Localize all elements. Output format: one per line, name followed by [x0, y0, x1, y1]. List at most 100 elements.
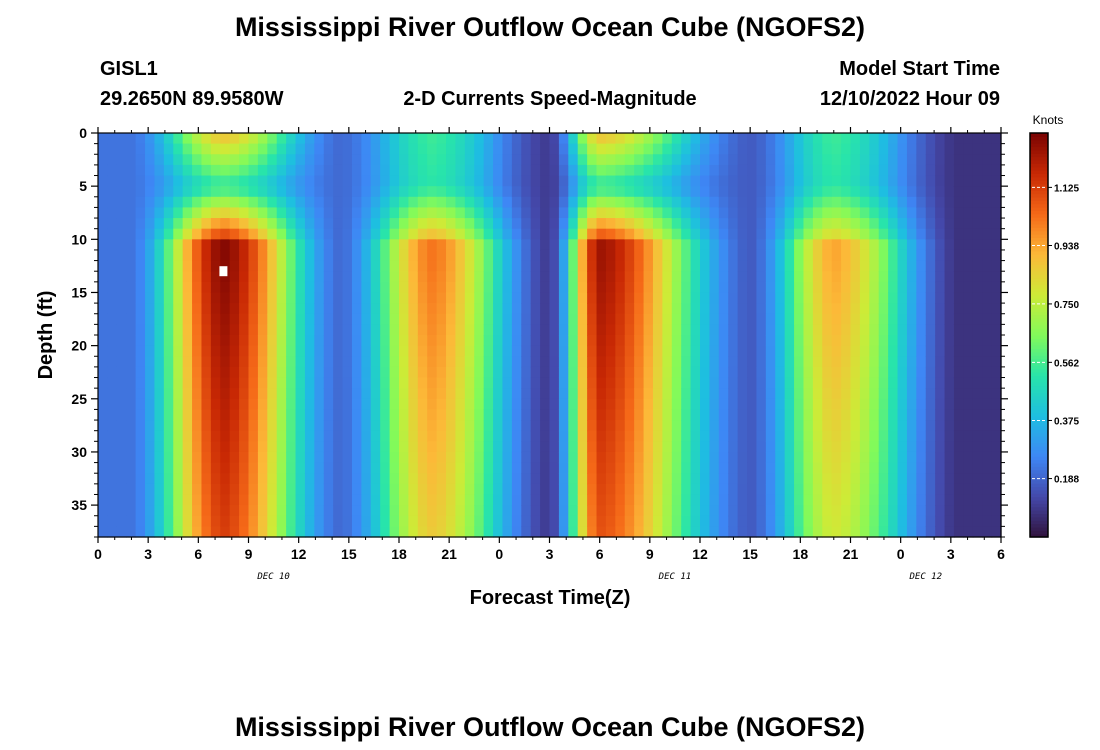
heatmap-cell	[173, 196, 184, 209]
heatmap-cell	[333, 388, 344, 400]
heatmap-cell	[662, 313, 673, 325]
x-tick-label: 0	[94, 546, 102, 562]
colorbar-segment	[1030, 462, 1048, 467]
heatmap-cell	[925, 398, 936, 411]
heatmap-cell	[681, 441, 692, 453]
heatmap-cell	[775, 324, 786, 336]
heatmap-cell	[803, 218, 814, 230]
heatmap-cell	[436, 451, 447, 464]
heatmap-cell	[944, 260, 955, 272]
heatmap-cell	[295, 345, 306, 357]
heatmap-cell	[502, 313, 513, 325]
heatmap-cell	[493, 526, 504, 538]
heatmap-cell	[615, 186, 626, 198]
heatmap-cell	[859, 441, 870, 453]
heatmap-cell	[107, 526, 118, 538]
heatmap-cell	[784, 473, 795, 485]
colorbar-segment	[1030, 136, 1048, 141]
heatmap-cell	[841, 164, 852, 177]
model-start-label: Model Start Time	[839, 58, 1000, 80]
heatmap-cell	[239, 526, 250, 538]
heatmap-cell	[662, 451, 673, 464]
heatmap-cell	[897, 260, 908, 272]
heatmap-cell	[681, 377, 692, 389]
heatmap-cell	[634, 345, 645, 357]
heatmap-cell	[229, 377, 240, 389]
heatmap-cell	[784, 143, 795, 155]
heatmap-cell	[239, 505, 250, 517]
heatmap-cell	[502, 292, 513, 304]
colorbar-segment	[1030, 459, 1048, 464]
heatmap-cell	[944, 494, 955, 506]
heatmap-cell	[652, 303, 663, 315]
colorbar-segment	[1030, 449, 1048, 454]
heatmap-cell	[173, 420, 184, 432]
heatmap-cell	[493, 239, 504, 251]
heatmap-cell	[615, 239, 626, 251]
heatmap-cell	[417, 420, 428, 432]
heatmap-cell	[671, 473, 682, 485]
heatmap-cell	[690, 515, 701, 527]
heatmap-cell	[747, 526, 758, 538]
heatmap-cell	[568, 494, 579, 506]
heatmap-cell	[831, 228, 842, 240]
heatmap-cell	[173, 154, 184, 166]
heatmap-cell	[737, 398, 748, 411]
heatmap-cell	[173, 462, 184, 474]
heatmap-cell	[906, 218, 917, 230]
heatmap-cell	[361, 430, 372, 442]
heatmap-cell	[982, 505, 993, 517]
heatmap-cell	[126, 133, 137, 145]
heatmap-cell	[718, 377, 729, 389]
heatmap-cell	[652, 430, 663, 442]
heatmap-cell	[239, 345, 250, 357]
colorbar-segment	[1030, 314, 1048, 319]
heatmap-cell	[361, 377, 372, 389]
heatmap-cell	[126, 292, 137, 304]
heatmap-cell	[784, 133, 795, 145]
heatmap-cell	[991, 218, 1002, 230]
heatmap-cell	[747, 420, 758, 432]
heatmap-cell	[897, 505, 908, 517]
heatmap-cell	[869, 292, 880, 304]
heatmap-cell	[549, 324, 560, 336]
heatmap-cell	[314, 207, 325, 219]
heatmap-cell	[220, 409, 231, 421]
heatmap-cell	[681, 207, 692, 219]
heatmap-cell	[568, 143, 579, 155]
heatmap-cell	[276, 292, 287, 304]
heatmap-cell	[323, 186, 334, 198]
heatmap-cell	[192, 324, 203, 336]
heatmap-cell	[831, 292, 842, 304]
heatmap-cell	[408, 409, 419, 421]
heatmap-cell	[304, 494, 315, 506]
heatmap-cell	[953, 388, 964, 400]
heatmap-cell	[464, 366, 475, 379]
heatmap-cell	[455, 186, 466, 198]
heatmap-cell	[267, 494, 278, 506]
heatmap-cell	[389, 409, 400, 421]
heatmap-cell	[859, 345, 870, 357]
heatmap-cell	[568, 133, 579, 145]
heatmap-cell	[615, 154, 626, 166]
heatmap-cell	[700, 356, 711, 368]
heatmap-cell	[822, 377, 833, 389]
heatmap-cell	[201, 388, 212, 400]
heatmap-cell	[464, 473, 475, 485]
heatmap-cell	[577, 462, 588, 474]
colorbar-segment	[1030, 533, 1048, 538]
colorbar-segment	[1030, 526, 1048, 531]
heatmap-cell	[370, 451, 381, 464]
heatmap-cell	[662, 196, 673, 209]
heatmap-cell	[239, 133, 250, 145]
heatmap-cell	[737, 133, 748, 145]
heatmap-cell	[897, 186, 908, 198]
heatmap-cell	[455, 366, 466, 379]
heatmap-cell	[737, 420, 748, 432]
heatmap-cell	[972, 143, 983, 155]
colorbar-segment	[1030, 159, 1048, 164]
heatmap-cell	[145, 249, 156, 262]
heatmap-cell	[803, 366, 814, 379]
heatmap-cell	[822, 143, 833, 155]
heatmap-cell	[361, 451, 372, 464]
